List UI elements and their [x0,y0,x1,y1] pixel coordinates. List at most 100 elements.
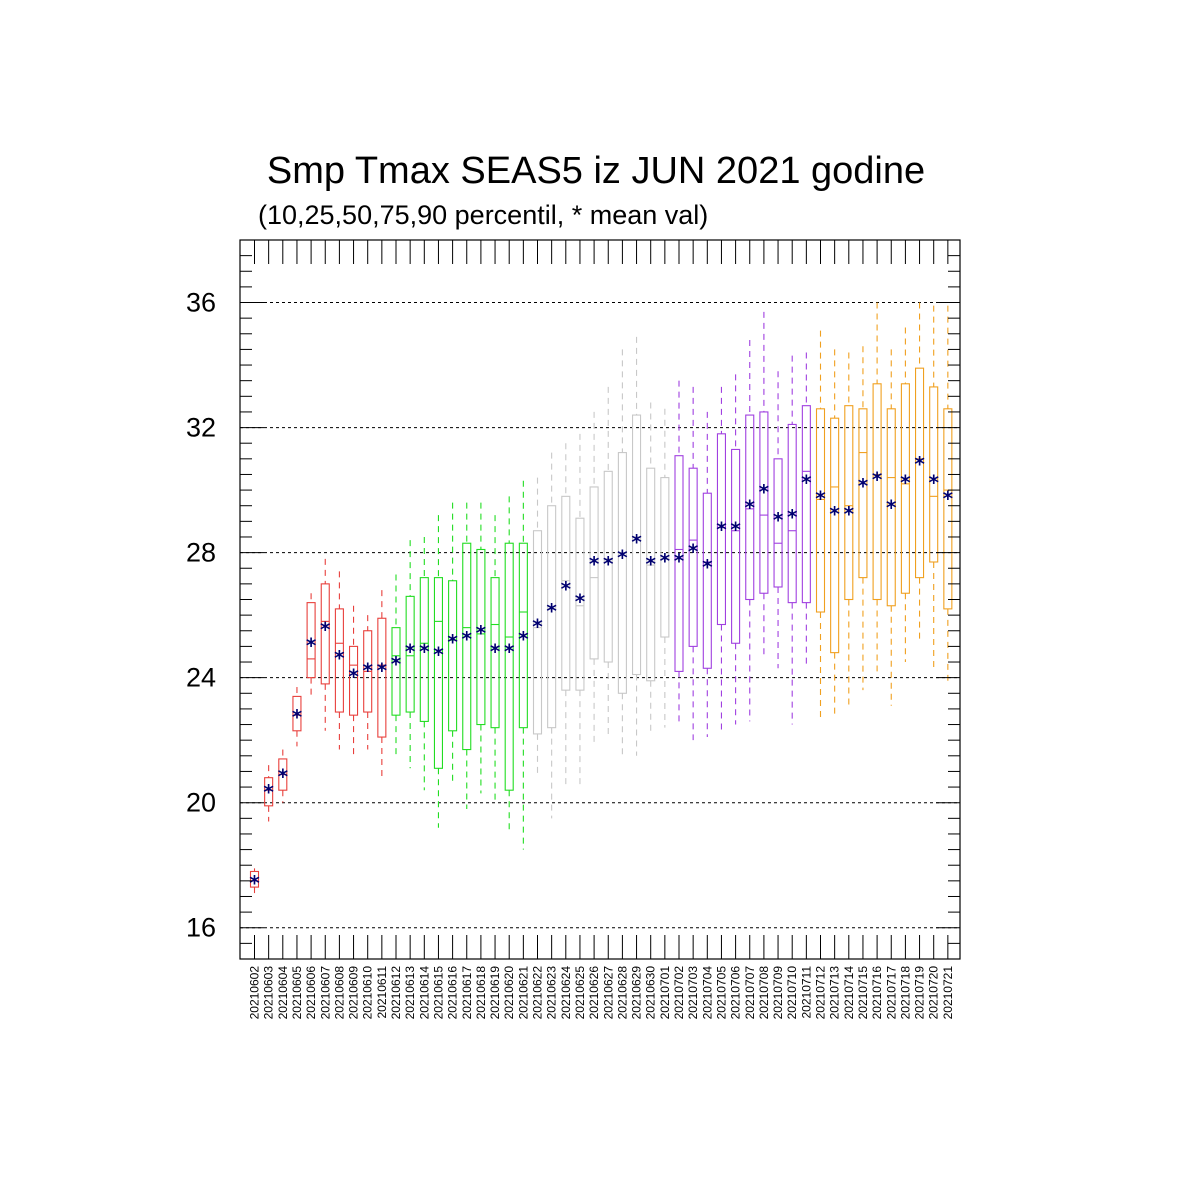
mean-marker: * [405,640,416,664]
box-iqr [787,423,797,604]
x-tick-label: 20210614 [417,966,431,1020]
mean-marker: * [872,468,883,492]
mean-marker: * [631,530,642,554]
x-tick-label: 20210629 [630,966,644,1020]
mean-marker: * [532,615,543,639]
mean-marker: * [348,665,359,689]
x-tick-label: 20210714 [842,966,856,1020]
x-tick-label: 20210705 [714,966,728,1020]
mean-marker: * [419,640,430,664]
gridlines [240,302,960,929]
mean-marker: * [886,496,897,520]
box-iqr [886,408,896,607]
x-tick-label: 20210628 [615,966,629,1020]
mean-marker: * [362,658,373,682]
mean-marker: * [617,546,628,570]
box-20210702: * [674,380,685,725]
box-20210616: * [447,502,458,781]
mean-marker: * [603,552,614,576]
x-tick-label: 20210720 [927,966,941,1020]
mean-marker: * [829,502,840,526]
x-tick-label: 20210607 [318,966,332,1020]
box-iqr [844,405,854,601]
box-20210703: * [688,386,699,741]
mean-marker: * [575,590,586,614]
box-iqr [448,580,458,732]
x-tick-label: 20210610 [361,966,375,1020]
x-tick-label: 20210618 [474,966,488,1020]
box-20210622: * [532,477,543,778]
y-tick-label: 20 [186,788,216,818]
mean-marker: * [306,633,317,657]
x-tick-label: 20210626 [587,966,601,1020]
x-tick-label: 20210719 [913,966,927,1020]
x-tick-label: 20210711 [799,966,813,1019]
box-20210712: * [815,330,826,722]
x-tick-label: 20210615 [431,966,445,1020]
x-tick-label: 20210620 [502,966,516,1020]
box-20210721: * [943,305,954,681]
mean-marker: * [943,486,954,510]
box-20210719: * [914,302,925,641]
box-iqr [858,408,868,579]
box-iqr [716,433,727,626]
mean-marker: * [561,577,572,601]
x-tick-label: 20210721 [941,966,955,1020]
box-20210628: * [617,349,628,756]
mean-marker: * [490,640,501,664]
box-iqr [462,542,472,751]
box-20210609: * [348,605,359,759]
box-iqr [348,645,359,716]
mean-marker: * [900,471,911,495]
box-20210718: * [900,327,911,663]
box-20210604: * [278,749,289,803]
box-iqr [943,408,953,610]
box-20210620: * [504,496,515,834]
box-20210612: * [391,574,402,756]
box-iqr [561,495,571,691]
x-tick-label: 20210608 [332,966,346,1020]
x-tick-label: 20210715 [856,966,870,1020]
box-20210710: * [787,355,798,725]
box-20210708: * [759,311,770,659]
x-tick-label: 20210708 [757,966,771,1020]
x-tick-label: 20210605 [290,966,304,1020]
x-tick-label: 20210619 [488,966,502,1020]
mean-marker: * [546,599,557,623]
box-20210623: * [546,452,557,819]
y-tick-label: 32 [186,413,216,443]
x-tick-label: 20210717 [884,966,898,1020]
x-tick-label: 20210630 [644,966,658,1020]
plot-frame [239,239,961,960]
box-20210706: * [730,374,741,725]
box-iqr [518,542,528,729]
box-iqr [815,408,826,613]
x-tick-label: 20210716 [870,966,884,1020]
box-20210713: * [829,349,840,716]
mean-marker: * [278,765,289,789]
x-tick-label: 20210613 [403,966,417,1020]
box-iqr [306,602,316,679]
x-tick-label: 20210713 [828,966,842,1020]
box-iqr [702,492,712,669]
mean-marker: * [858,474,869,498]
mean-marker: * [504,640,515,664]
box-iqr [433,577,444,769]
box-20210611: * [377,590,388,778]
mean-marker: * [433,643,444,667]
chart-title: Smp Tmax SEAS5 iz JUN 2021 godine [0,150,1200,193]
box-20210714: * [844,352,855,709]
box-iqr [419,577,429,722]
mean-marker: * [518,627,529,651]
box-20210630: * [645,402,656,731]
x-tick-label: 20210622 [531,966,545,1020]
box-20210606: * [306,593,317,700]
box-iqr [405,595,415,713]
box-20210629: * [631,336,642,756]
x-tick-label: 20210617 [460,966,474,1020]
mean-marker: * [447,630,458,654]
y-tick-label: 36 [186,288,216,318]
x-tick-label: 20210709 [771,966,785,1020]
